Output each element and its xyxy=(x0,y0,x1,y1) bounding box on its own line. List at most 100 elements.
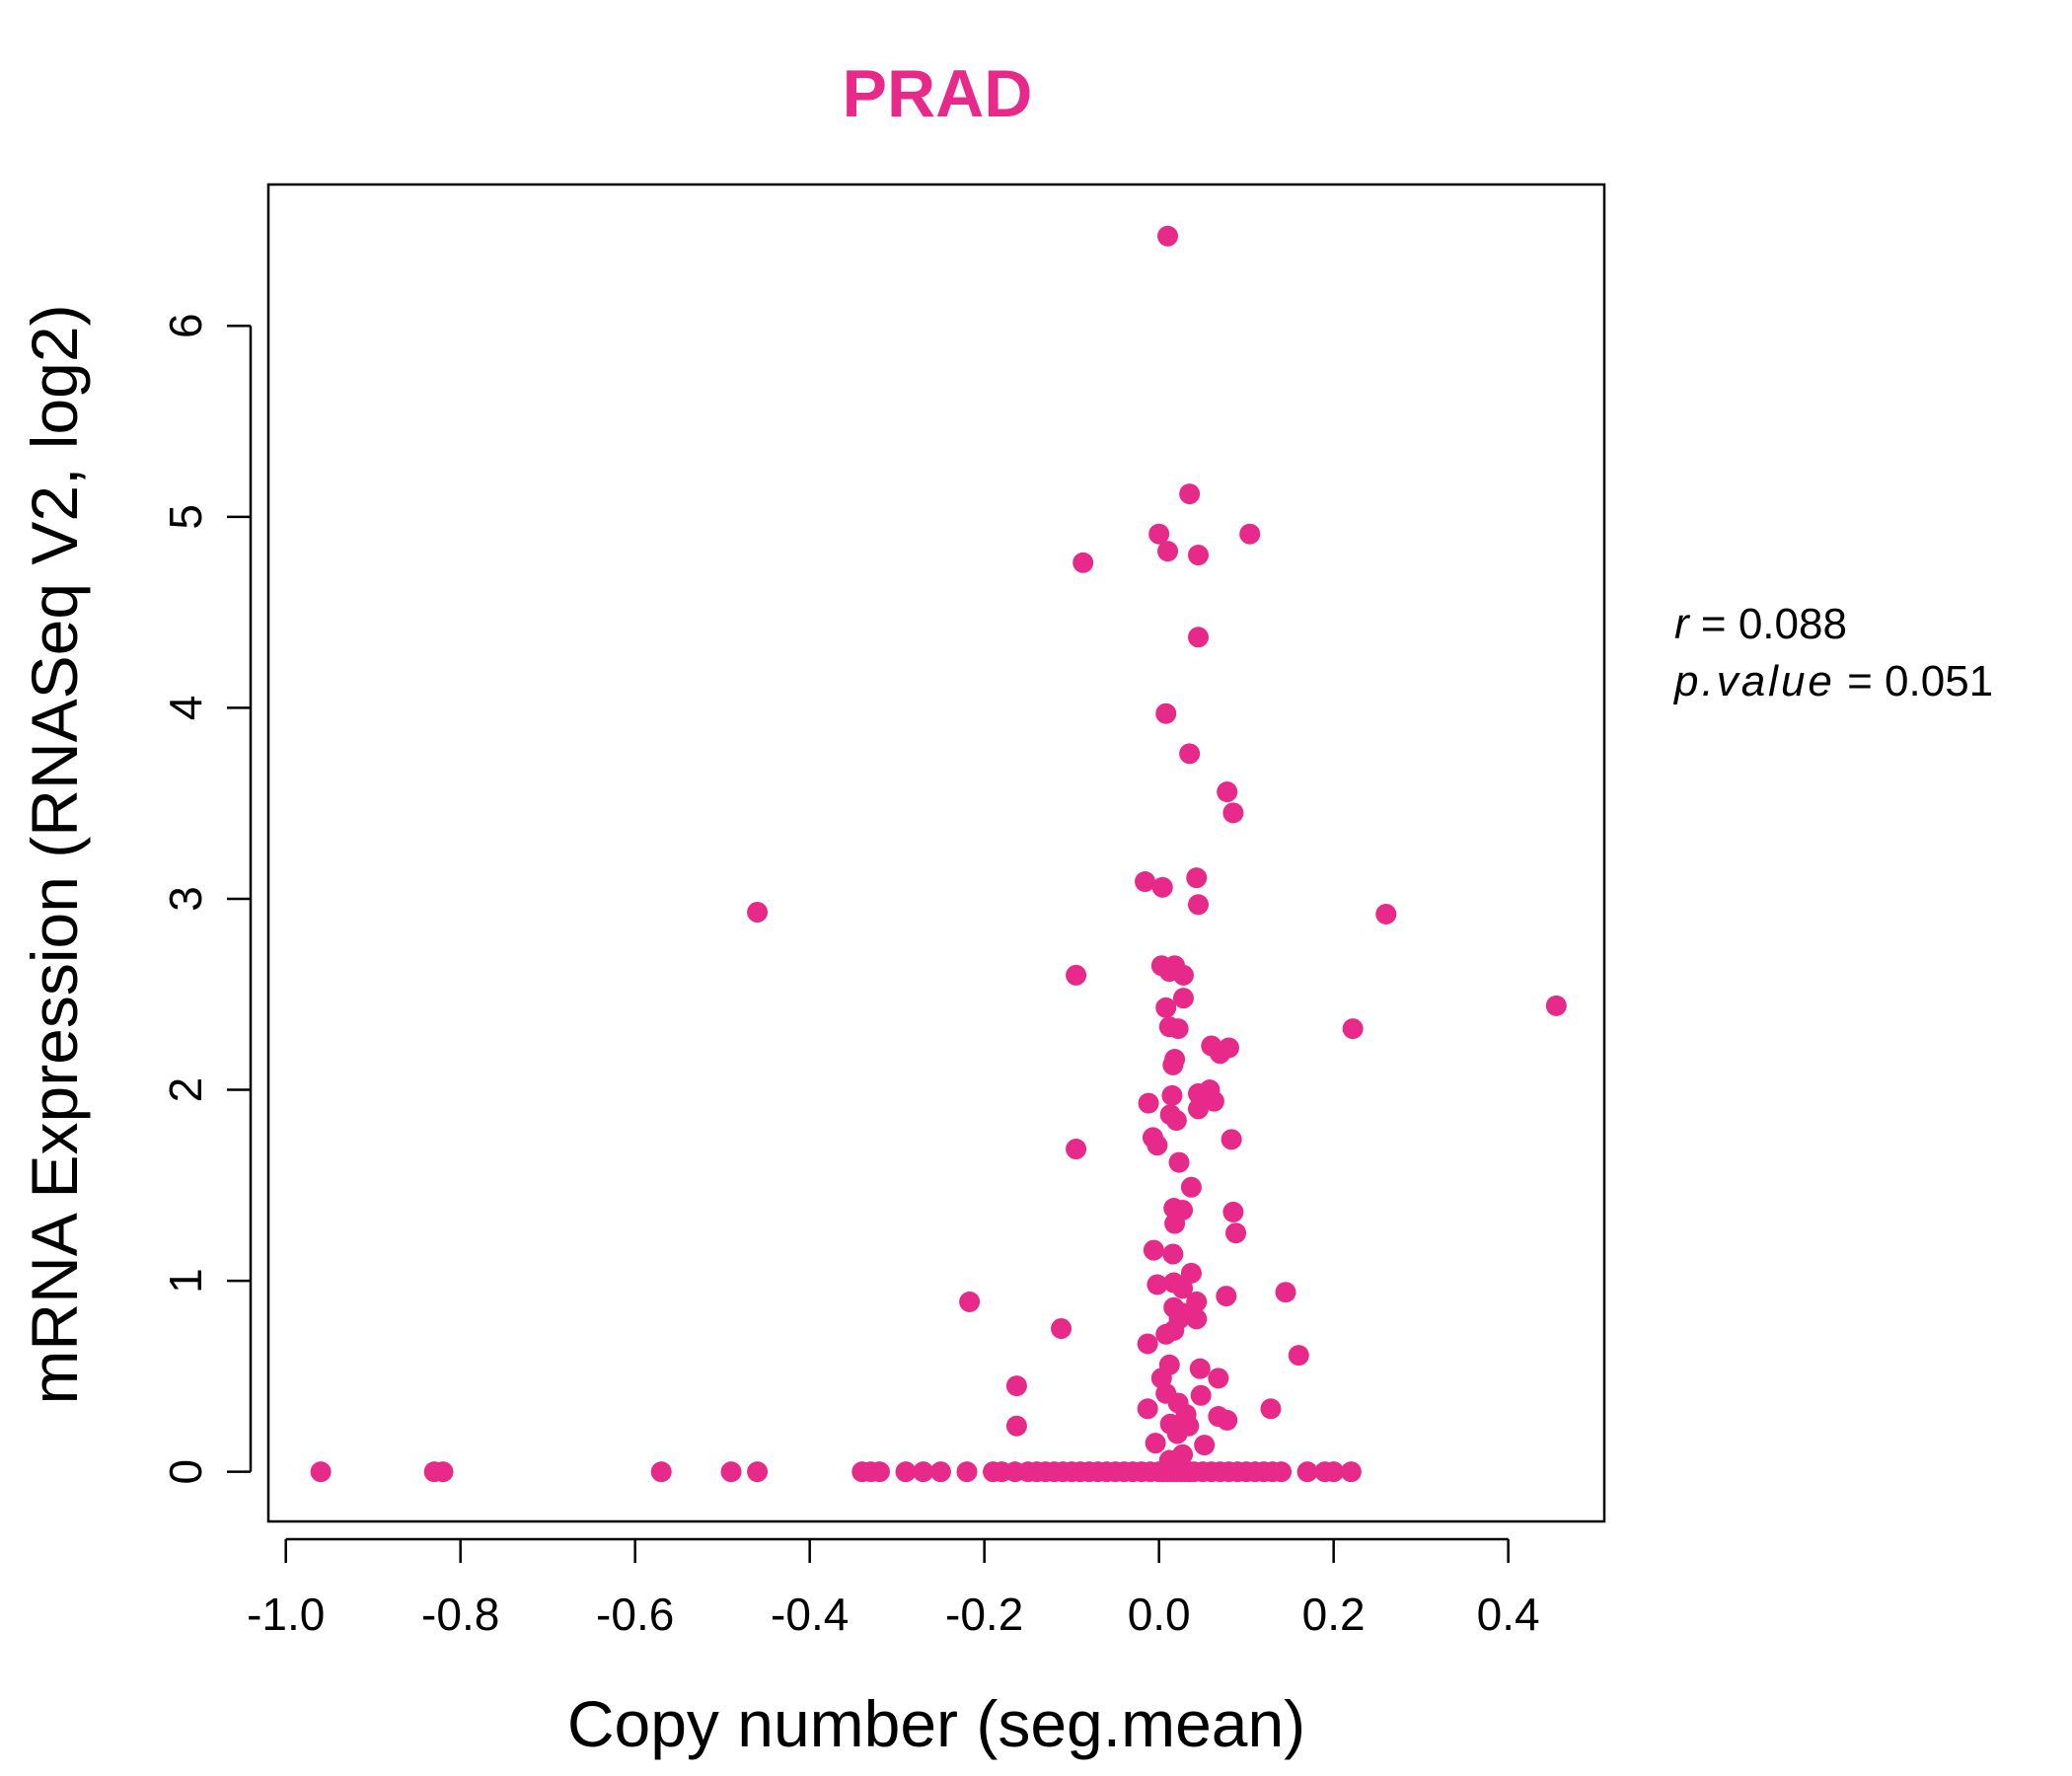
data-point xyxy=(1323,1461,1345,1483)
data-point xyxy=(1051,1317,1073,1339)
data-point xyxy=(1222,1201,1244,1222)
x-tick-label: -0.6 xyxy=(596,1589,674,1640)
data-point xyxy=(1179,483,1201,505)
r-stat-equals: = xyxy=(1689,600,1739,648)
data-point xyxy=(1288,1345,1309,1367)
data-point xyxy=(432,1461,454,1483)
data-point xyxy=(1137,1398,1158,1420)
data-point xyxy=(1225,1222,1247,1244)
data-point xyxy=(1187,1098,1209,1120)
chart-title: PRAD xyxy=(843,56,1033,131)
data-point xyxy=(929,1461,951,1483)
data-point xyxy=(1138,1092,1159,1114)
y-tick-label: 2 xyxy=(160,1077,211,1103)
data-point xyxy=(895,1461,917,1483)
data-point xyxy=(1217,1409,1238,1431)
data-point xyxy=(1147,1274,1168,1295)
y-tick-label: 3 xyxy=(160,886,211,912)
y-tick-label: 1 xyxy=(160,1268,211,1294)
y-axis-label: mRNA Expression (RNASeq V2, log2) xyxy=(18,304,91,1404)
x-tick-label: -0.2 xyxy=(945,1589,1023,1640)
data-point xyxy=(1172,988,1194,1009)
y-tick-label: 5 xyxy=(160,504,211,530)
data-point xyxy=(1180,1176,1202,1198)
data-point xyxy=(1066,964,1087,986)
r-stat-label: r xyxy=(1674,600,1691,648)
data-point xyxy=(1157,541,1179,562)
data-point xyxy=(1168,1151,1190,1173)
data-point xyxy=(1066,1139,1087,1160)
data-point xyxy=(747,902,769,924)
data-point xyxy=(1210,1043,1231,1065)
data-point xyxy=(1157,225,1179,247)
data-point xyxy=(1340,1461,1362,1483)
data-point xyxy=(1545,995,1567,1016)
p-value-stat-value: 0.051 xyxy=(1885,657,1993,705)
data-point xyxy=(1162,1054,1184,1075)
y-axis: 0 1 2 3 4 5 6 xyxy=(160,313,253,1485)
p-value-stat: p.value = 0.051 xyxy=(1672,657,1993,705)
y-tick-label: 6 xyxy=(160,313,211,338)
plot-frame xyxy=(266,183,1606,1523)
data-point xyxy=(1155,1323,1177,1345)
data-point xyxy=(1221,1129,1242,1150)
x-axis-label: Copy number (seg.mean) xyxy=(567,1687,1305,1760)
data-point xyxy=(1172,1278,1194,1299)
data-point xyxy=(1216,1286,1237,1307)
data-point xyxy=(1161,1084,1183,1106)
data-point xyxy=(1164,1213,1186,1234)
data-point xyxy=(1167,1018,1189,1040)
data-point xyxy=(1172,964,1194,986)
data-point xyxy=(1208,1368,1229,1389)
x-axis: -1.0 -0.8 -0.6 -0.4 -0.2 0.0 0.2 0.4 xyxy=(247,1537,1540,1640)
data-point xyxy=(1162,1243,1184,1265)
data-point xyxy=(1151,876,1173,898)
data-point xyxy=(1155,997,1177,1018)
data-point xyxy=(1239,523,1261,545)
data-point xyxy=(1260,1398,1282,1420)
data-point xyxy=(1187,627,1209,648)
data-point xyxy=(1217,781,1238,803)
data-point xyxy=(1342,1018,1364,1040)
y-tick-label: 0 xyxy=(160,1459,211,1485)
y-tick-label: 4 xyxy=(160,696,211,721)
data-point xyxy=(868,1461,890,1483)
data-point xyxy=(1375,903,1397,925)
data-point xyxy=(1158,1449,1180,1471)
data-point xyxy=(1186,867,1208,889)
data-point xyxy=(1180,1262,1202,1284)
data-point xyxy=(1148,523,1170,545)
p-value-stat-equals: = xyxy=(1835,657,1885,705)
x-tick-label: 0.4 xyxy=(1477,1589,1540,1640)
x-tick-label: -0.8 xyxy=(421,1589,499,1640)
data-point xyxy=(1137,1333,1158,1355)
data-point xyxy=(1143,1239,1164,1261)
x-tick-label: -1.0 xyxy=(247,1589,325,1640)
x-tick-label: 0.2 xyxy=(1302,1589,1366,1640)
data-point xyxy=(1194,1435,1216,1456)
data-point xyxy=(1187,1082,1209,1104)
data-point xyxy=(959,1291,981,1312)
data-point xyxy=(1165,1110,1187,1131)
data-point xyxy=(1296,1461,1318,1483)
r-stat: r = 0.088 xyxy=(1674,600,1847,648)
x-tick-label: -0.4 xyxy=(771,1589,849,1640)
data-point xyxy=(747,1461,769,1483)
data-point xyxy=(1147,1135,1168,1156)
x-tick-label: 0.0 xyxy=(1128,1589,1191,1640)
data-point xyxy=(1222,802,1244,824)
data-point xyxy=(1187,894,1209,916)
data-point xyxy=(1005,1375,1027,1397)
data-point xyxy=(956,1461,978,1483)
data-point xyxy=(1275,1282,1296,1303)
data-point xyxy=(310,1461,332,1483)
data-point xyxy=(1135,871,1156,893)
data-point xyxy=(650,1461,672,1483)
data-point xyxy=(1190,1384,1212,1406)
r-stat-value: 0.088 xyxy=(1739,600,1847,648)
data-point xyxy=(913,1461,934,1483)
data-point xyxy=(1179,743,1201,765)
data-point xyxy=(1271,1461,1293,1483)
data-points xyxy=(310,225,1567,1483)
